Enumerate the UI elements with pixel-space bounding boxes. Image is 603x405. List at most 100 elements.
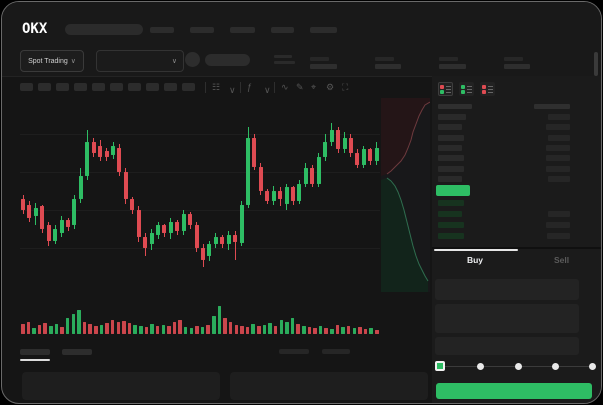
candle <box>252 138 257 167</box>
amount-slider-handle[interactable] <box>435 361 445 371</box>
volume-bar <box>245 327 250 334</box>
volume-bar <box>346 326 351 334</box>
candle <box>278 191 283 199</box>
chevron-down-icon[interactable]: ∨ <box>229 85 236 95</box>
volume-bar <box>257 326 261 334</box>
tab-sell[interactable]: Sell <box>553 255 570 265</box>
bid-row[interactable] <box>438 222 599 229</box>
volume-bar <box>26 322 31 334</box>
volume-bar <box>240 326 244 334</box>
interval-button[interactable] <box>128 83 141 91</box>
volume-bar <box>60 327 64 334</box>
volume-bar <box>43 323 47 334</box>
tab-buy[interactable]: Buy <box>466 255 484 265</box>
candle <box>329 130 334 142</box>
nav-item-placeholder[interactable] <box>310 27 337 33</box>
candle <box>117 147 122 173</box>
slider-step-dot[interactable] <box>551 363 559 370</box>
volume-bar <box>110 320 115 334</box>
bottom-tab[interactable] <box>20 349 50 355</box>
ask-row[interactable] <box>438 175 599 183</box>
volume-bar <box>49 326 53 334</box>
order-input-field[interactable] <box>435 304 579 333</box>
search-input[interactable] <box>65 24 143 35</box>
depth-bid-line <box>386 177 429 282</box>
volume-bar <box>189 328 194 334</box>
ask-row[interactable] <box>438 144 599 152</box>
bid-row[interactable] <box>438 211 599 218</box>
ask-row[interactable] <box>438 124 599 131</box>
buy-submit-button[interactable] <box>436 383 592 399</box>
fullscreen-icon[interactable]: ⛶ <box>342 82 349 92</box>
interval-button[interactable] <box>182 83 195 91</box>
book-both-icon[interactable] <box>438 82 453 96</box>
candle <box>40 206 45 230</box>
candlestick-chart[interactable] <box>20 100 380 290</box>
volume-bar <box>358 327 362 334</box>
volume-bar <box>341 327 345 334</box>
orderbook-amount-column-header <box>534 104 570 109</box>
candle <box>130 198 135 211</box>
slider-step-dot[interactable] <box>514 363 522 370</box>
ask-amount-bar <box>548 134 570 141</box>
volume-bar <box>330 329 334 334</box>
volume-bar <box>212 316 216 334</box>
candle <box>149 233 154 245</box>
order-input-field[interactable] <box>435 279 579 300</box>
bid-row[interactable] <box>438 200 599 207</box>
interval-button[interactable] <box>38 83 51 91</box>
camera-icon[interactable]: ⌖ <box>311 82 317 92</box>
interval-button[interactable] <box>164 83 177 91</box>
ask-row[interactable] <box>438 155 599 162</box>
book-asks-icon[interactable] <box>480 82 495 96</box>
bid-price-bar <box>438 233 464 239</box>
chart-type-icon[interactable]: ☷ <box>212 82 221 92</box>
indicator-icon[interactable]: ƒ <box>247 82 253 92</box>
ask-row[interactable] <box>438 165 599 173</box>
bottom-right-button[interactable] <box>322 349 350 354</box>
slider-step-dot[interactable] <box>477 363 485 370</box>
interval-button[interactable] <box>74 83 87 91</box>
volume-bar <box>94 326 98 334</box>
order-input-field[interactable] <box>435 337 579 355</box>
nav-item-placeholder[interactable] <box>271 27 294 33</box>
bottom-right-button[interactable] <box>279 349 309 354</box>
toolbar-divider <box>205 82 206 93</box>
nav-item-placeholder[interactable] <box>150 27 174 33</box>
nav-item-placeholder[interactable] <box>230 27 255 33</box>
draw-pencil-icon[interactable]: ✎ <box>296 82 304 92</box>
volume-bar <box>21 324 25 334</box>
interval-button[interactable] <box>92 83 105 91</box>
book-bids-icon[interactable] <box>459 82 474 96</box>
candle <box>303 168 308 184</box>
bid-row[interactable] <box>438 233 599 240</box>
panel-divider <box>432 247 601 249</box>
slider-step-dot[interactable] <box>589 363 596 370</box>
stat-label-placeholder <box>504 57 523 61</box>
scrollbar-thumb[interactable] <box>594 52 598 76</box>
pair-selector-dropdown[interactable]: ∨ <box>96 50 184 72</box>
settings-gear-icon[interactable]: ⚙ <box>326 82 335 92</box>
candle <box>136 210 141 237</box>
mini-stat-bar <box>274 61 295 64</box>
interval-button[interactable] <box>56 83 69 91</box>
interval-button[interactable] <box>110 83 123 91</box>
chart-gridline <box>20 210 380 212</box>
bottom-tab[interactable] <box>62 349 92 355</box>
pair-action-button[interactable] <box>205 54 250 66</box>
trade-tabs: Buy Sell <box>432 249 601 273</box>
last-price-badge[interactable] <box>436 185 470 196</box>
mini-stat-bar <box>274 55 292 58</box>
candle <box>91 141 96 154</box>
ask-row[interactable] <box>438 114 599 121</box>
chevron-down-icon[interactable]: ∨ <box>264 85 271 95</box>
ask-row[interactable] <box>438 134 599 142</box>
wave-icon[interactable]: ∿ <box>281 82 289 92</box>
market-type-dropdown[interactable]: Spot Trading ∨ <box>20 50 84 72</box>
nav-item-placeholder[interactable] <box>190 27 214 33</box>
interval-button[interactable] <box>146 83 159 91</box>
interval-button[interactable] <box>20 83 33 91</box>
candle <box>66 219 70 228</box>
candle <box>348 138 353 154</box>
